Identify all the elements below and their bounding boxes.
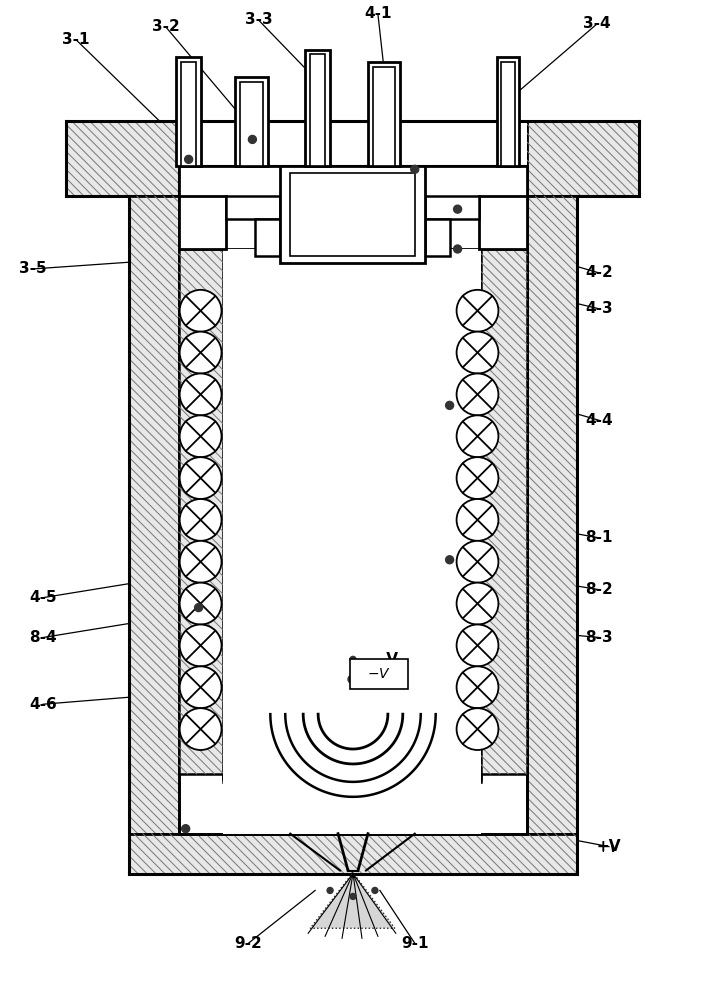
Text: 4-6: 4-6	[30, 697, 57, 712]
Text: +V: +V	[596, 839, 621, 854]
Circle shape	[372, 887, 378, 893]
Bar	[66, 121, 178, 196]
Bar	[178, 121, 527, 196]
Circle shape	[457, 666, 498, 708]
Bar	[226, 196, 281, 219]
Bar	[527, 196, 577, 834]
Circle shape	[182, 825, 190, 833]
Polygon shape	[310, 873, 395, 928]
Text: $+V$: $+V$	[596, 839, 622, 855]
Bar	[240, 82, 264, 166]
Text: 3-1: 3-1	[62, 32, 90, 47]
Bar	[180, 62, 195, 166]
Text: $-V$: $-V$	[367, 667, 391, 681]
Circle shape	[180, 666, 221, 708]
Circle shape	[350, 656, 356, 662]
Bar	[350, 659, 407, 689]
Circle shape	[180, 541, 221, 583]
Bar	[290, 173, 415, 256]
Bar	[482, 249, 527, 774]
Circle shape	[327, 887, 333, 893]
Circle shape	[453, 245, 462, 253]
Bar	[178, 166, 330, 201]
Bar	[498, 57, 520, 166]
Circle shape	[457, 415, 498, 457]
Circle shape	[457, 499, 498, 541]
Circle shape	[180, 415, 221, 457]
Circle shape	[180, 374, 221, 415]
Bar	[178, 249, 223, 774]
Circle shape	[185, 155, 192, 163]
Circle shape	[457, 625, 498, 666]
Circle shape	[248, 135, 257, 143]
Circle shape	[457, 457, 498, 499]
Circle shape	[348, 675, 356, 683]
Bar	[129, 196, 178, 834]
Text: 8-1: 8-1	[585, 530, 613, 545]
Circle shape	[411, 165, 419, 173]
Bar	[129, 834, 577, 874]
Text: 9-1: 9-1	[401, 936, 429, 951]
Circle shape	[457, 708, 498, 750]
Text: 8-3: 8-3	[585, 630, 613, 645]
Circle shape	[350, 893, 356, 899]
Bar	[373, 67, 395, 166]
Circle shape	[453, 205, 462, 213]
Bar	[305, 50, 330, 166]
Circle shape	[180, 499, 221, 541]
Bar	[370, 166, 527, 201]
Text: 3-3: 3-3	[245, 12, 272, 27]
Circle shape	[180, 708, 221, 750]
Bar	[178, 196, 226, 249]
Circle shape	[457, 541, 498, 583]
Bar	[424, 196, 479, 219]
Circle shape	[457, 583, 498, 625]
Bar	[501, 62, 515, 166]
Text: 3-2: 3-2	[152, 19, 180, 34]
Bar	[310, 54, 325, 166]
Text: 4-1: 4-1	[364, 6, 392, 21]
Circle shape	[195, 604, 202, 612]
Bar	[479, 196, 527, 249]
Text: 8-4: 8-4	[30, 630, 57, 645]
Circle shape	[180, 290, 221, 332]
Circle shape	[180, 457, 221, 499]
Circle shape	[180, 332, 221, 374]
Bar	[368, 62, 400, 166]
Bar	[281, 166, 424, 263]
Bar	[255, 219, 281, 256]
Bar	[223, 249, 482, 834]
Circle shape	[180, 583, 221, 625]
Bar	[235, 77, 269, 166]
Text: 3-4: 3-4	[583, 16, 611, 31]
Bar	[176, 57, 201, 166]
Bar	[424, 219, 450, 256]
Bar	[527, 121, 639, 196]
Text: 4-5: 4-5	[30, 590, 57, 605]
Bar	[178, 166, 527, 196]
Circle shape	[180, 625, 221, 666]
Text: 8-2: 8-2	[585, 582, 613, 597]
Text: -V: -V	[381, 652, 398, 667]
Circle shape	[457, 290, 498, 332]
Text: 3-5: 3-5	[20, 261, 47, 276]
Circle shape	[457, 332, 498, 374]
Circle shape	[446, 401, 453, 409]
Circle shape	[457, 374, 498, 415]
Text: 9-2: 9-2	[235, 936, 262, 951]
Circle shape	[446, 556, 453, 564]
Text: 4-4: 4-4	[585, 413, 613, 428]
Text: 4-3: 4-3	[585, 301, 613, 316]
Text: 4-2: 4-2	[585, 265, 613, 280]
